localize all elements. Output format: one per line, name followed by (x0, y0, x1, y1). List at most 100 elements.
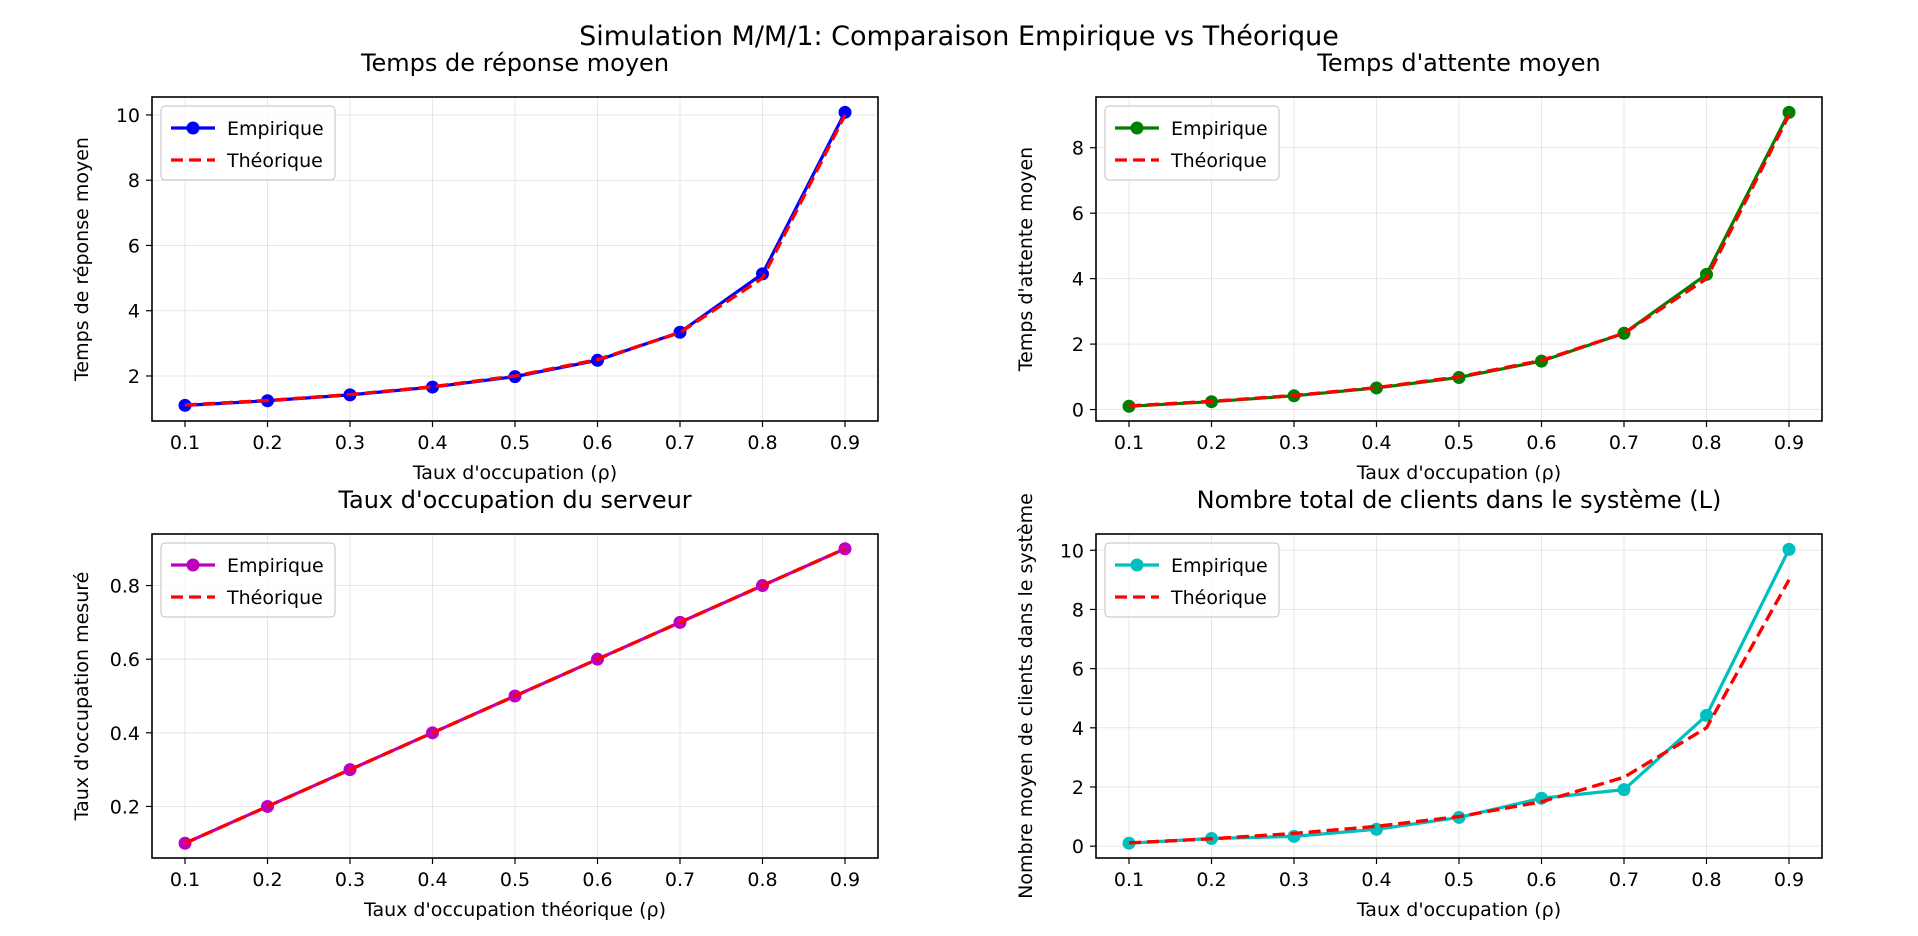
x-tick-label: 0.8 (1691, 432, 1721, 454)
plot-area (178, 105, 852, 412)
legend-label: Empirique (1171, 118, 1268, 140)
legend-marker (186, 558, 200, 572)
empirical-data-point (1700, 708, 1713, 722)
x-axis-label: Taux d'occupation (ρ) (412, 462, 617, 484)
axes-frame (1095, 533, 1823, 859)
x-axis-label: Taux d'occupation théorique (ρ) (363, 899, 666, 921)
y-tick-label: 2 (128, 366, 140, 388)
empirical-data-point (178, 836, 192, 850)
y-tick-label: 10 (1060, 540, 1084, 562)
x-tick-label: 0.6 (582, 869, 612, 891)
x-tick-label: 0.3 (335, 869, 365, 891)
legend-label: Empirique (1171, 555, 1268, 577)
axes-frame (151, 533, 879, 859)
y-tick-label: 0 (1072, 836, 1084, 858)
y-axis-label: Temps de réponse moyen (71, 137, 93, 382)
y-tick-label: 8 (128, 170, 140, 192)
x-tick-label: 0.9 (830, 869, 860, 891)
empirical-data-point (1782, 105, 1796, 119)
y-axis-label: Temps d'attente moyen (1015, 147, 1037, 372)
x-tick-label: 0.6 (1526, 432, 1556, 454)
empirical-data-point (1700, 267, 1713, 281)
subplot-title: Temps d'attente moyen (1316, 49, 1600, 77)
y-tick-label: 2 (1072, 334, 1084, 356)
legend-box (1104, 542, 1280, 618)
plot-area (178, 542, 852, 850)
x-tick-label: 0.1 (170, 869, 200, 891)
legend-box (160, 105, 336, 181)
x-tick-label: 0.1 (170, 432, 200, 454)
y-tick-label: 8 (1072, 599, 1084, 621)
x-tick-label: 0.1 (1114, 432, 1144, 454)
legend: Empirique Théorique (160, 105, 336, 181)
subplot-1: 0.1 0.2 0.3 0.4 0.5 0.6 0.7 0.8 0.9 2 4 6 8 10 Temps d… (71, 49, 879, 484)
x-tick-label: 0.4 (417, 869, 447, 891)
y-tick-label: 4 (1072, 718, 1084, 740)
x-axis-label: Taux d'occupation (ρ) (1356, 899, 1561, 921)
x-tick-label: 0.7 (1609, 432, 1639, 454)
x-tick-label: 0.1 (1114, 869, 1144, 891)
y-tick-label: 6 (1072, 659, 1084, 681)
x-tick-label: 0.3 (335, 432, 365, 454)
x-tick-label: 0.5 (1444, 869, 1474, 891)
y-axis-label: Nombre moyen de clients dans le système (1015, 493, 1037, 899)
empirical-data-point (838, 105, 852, 119)
empirical-data-point (178, 398, 192, 412)
y-tick-label: 0.2 (110, 796, 140, 818)
legend-label: Théorique (226, 150, 323, 172)
empirical-data-point (1617, 783, 1631, 797)
plot-area (1122, 542, 1796, 850)
subplots-grid: 0.1 0.2 0.3 0.4 0.5 0.6 0.7 0.8 0.9 2 4 6 8 10 Temps d… (71, 49, 1823, 921)
empirical-data-point (838, 542, 852, 556)
subplot-title: Taux d'occupation du serveur (337, 486, 691, 514)
y-tick-label: 0.8 (110, 576, 140, 598)
theoretical-series-line-overlay (1128, 579, 1791, 845)
y-axis-label: Taux d'occupation mesuré (71, 572, 93, 822)
y-tick-label: 0.6 (110, 649, 140, 671)
x-tick-label: 0.3 (1279, 869, 1309, 891)
x-tick-label: 0.4 (417, 432, 447, 454)
figure-title: Simulation M/M/1: Comparaison Empirique … (579, 21, 1339, 52)
x-tick-label: 0.7 (665, 869, 695, 891)
x-tick-label: 0.2 (1196, 869, 1226, 891)
theoretical-series-line-overlay (184, 114, 847, 407)
subplot-3: 0.1 0.2 0.3 0.4 0.5 0.6 0.7 0.8 0.9 0.2 0.4 0.6 0.8 T… (71, 486, 879, 921)
axes-frame (151, 96, 879, 422)
x-axis-label: Taux d'occupation (ρ) (1356, 462, 1561, 484)
theoretical-series-line-overlay (184, 547, 846, 845)
x-tick-label: 0.5 (500, 869, 530, 891)
y-tick-label: 6 (1072, 203, 1084, 225)
legend: Empirique Théorique (160, 542, 336, 618)
x-tick-label: 0.5 (500, 432, 530, 454)
legend-label: Théorique (226, 587, 323, 609)
legend-marker (1130, 558, 1144, 572)
x-tick-label: 0.2 (252, 869, 282, 891)
subplot-4: 0.1 0.2 0.3 0.4 0.5 0.6 0.7 0.8 0.9 0 2 4 6 8 10 Nombre… (1015, 486, 1823, 921)
x-tick-label: 0.4 (1361, 432, 1391, 454)
x-tick-label: 0.4 (1361, 869, 1391, 891)
x-tick-label: 0.7 (665, 432, 695, 454)
x-tick-label: 0.6 (582, 432, 612, 454)
legend: Empirique Théorique (1104, 542, 1280, 618)
y-tick-label: 10 (116, 105, 140, 127)
empirical-data-point (1122, 399, 1136, 413)
legend: Empirique Théorique (1104, 105, 1280, 181)
plot-area (1122, 105, 1796, 413)
x-tick-label: 0.9 (1774, 432, 1804, 454)
y-tick-label: 2 (1072, 777, 1084, 799)
x-tick-label: 0.8 (747, 869, 777, 891)
x-tick-label: 0.9 (1774, 869, 1804, 891)
legend-label: Théorique (1170, 150, 1267, 172)
x-tick-label: 0.5 (1444, 432, 1474, 454)
x-tick-label: 0.2 (252, 432, 282, 454)
y-tick-label: 0 (1072, 400, 1084, 422)
legend-marker (186, 121, 200, 135)
axes-frame (1095, 96, 1823, 422)
subplot-title: Temps de réponse moyen (360, 49, 669, 77)
theoretical-series-line-overlay (1128, 114, 1791, 408)
legend-box (160, 542, 336, 618)
x-tick-label: 0.8 (1691, 869, 1721, 891)
legend-marker (1130, 121, 1144, 135)
empirical-data-point (756, 267, 769, 281)
